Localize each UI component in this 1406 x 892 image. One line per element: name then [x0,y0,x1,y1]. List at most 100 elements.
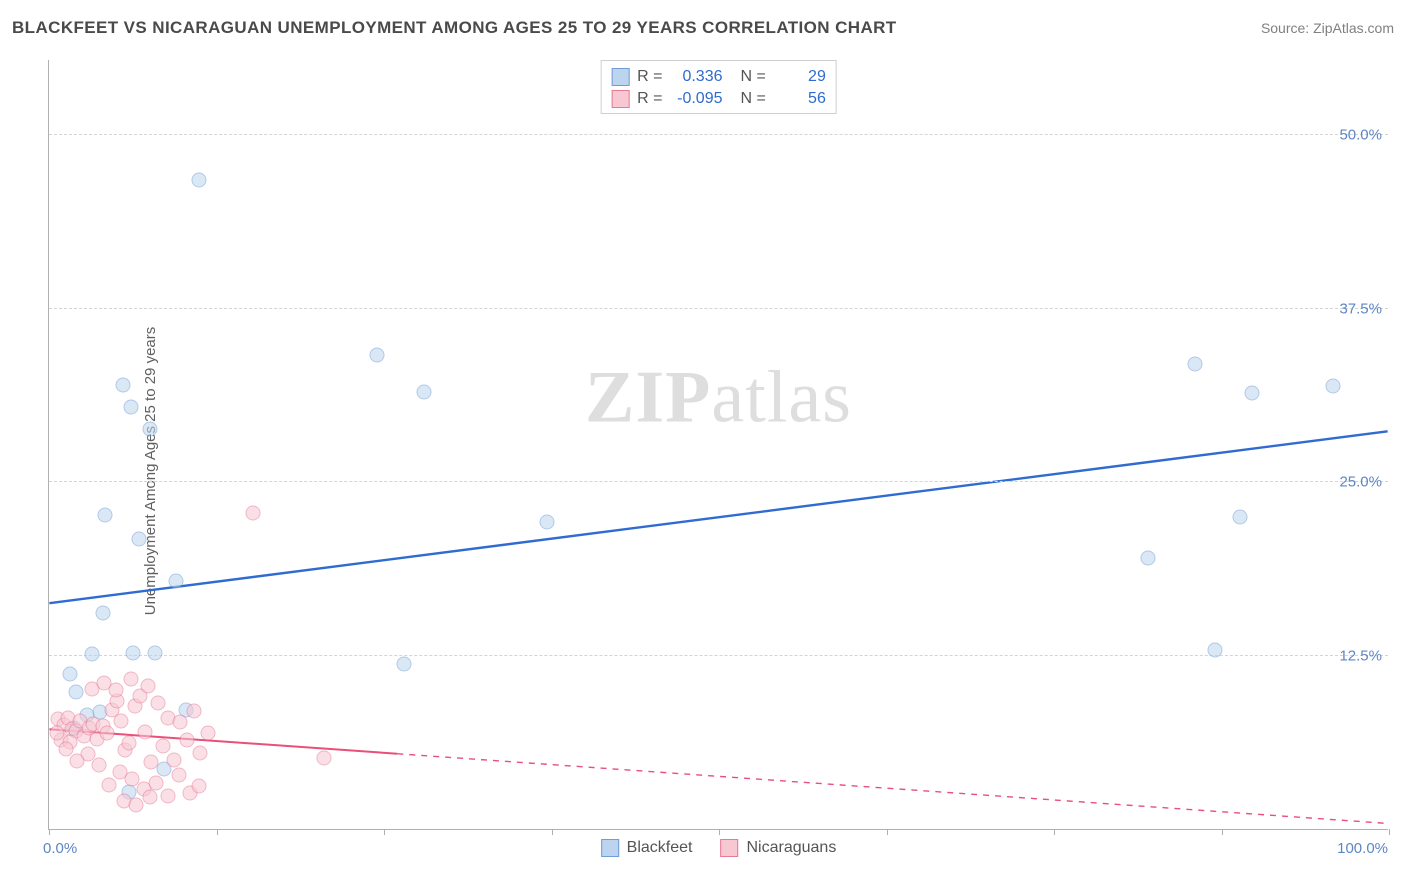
scatter-point [161,788,176,803]
y-gridline [49,134,1388,135]
scatter-point [173,715,188,730]
scatter-point [123,672,138,687]
scatter-point [149,776,164,791]
scatter-point [84,647,99,662]
scatter-point [142,422,157,437]
legend-n-value: 29 [774,66,826,88]
scatter-point [70,754,85,769]
scatter-point [115,378,130,393]
scatter-point [201,726,216,741]
title-bar: BLACKFEET VS NICARAGUAN UNEMPLOYMENT AMO… [12,18,1394,38]
x-axis-max-label: 100.0% [1337,840,1388,857]
chart-title: BLACKFEET VS NICARAGUAN UNEMPLOYMENT AMO… [12,18,897,38]
x-tick [1222,829,1223,835]
scatter-point [63,666,78,681]
x-tick [49,829,50,835]
y-tick-label: 25.0% [1339,474,1382,491]
y-tick-label: 12.5% [1339,647,1382,664]
x-tick [1389,829,1390,835]
scatter-point [1233,509,1248,524]
legend-swatch [601,839,619,857]
scatter-point [193,745,208,760]
scatter-point [1245,386,1260,401]
scatter-point [155,738,170,753]
legend-correlation-row: R = -0.095 N = 56 [611,88,826,110]
legend-r-label: R = [637,66,662,88]
legend-swatch [611,90,629,108]
scatter-point [114,713,129,728]
x-tick [1054,829,1055,835]
legend-swatch [611,68,629,86]
legend-r-value: 0.336 [671,66,723,88]
chart-wrap: Unemployment Among Ages 25 to 29 years Z… [0,50,1406,892]
scatter-point [1207,643,1222,658]
scatter-point [540,515,555,530]
scatter-point [147,645,162,660]
scatter-point [186,704,201,719]
scatter-point [370,347,385,362]
scatter-point [1187,357,1202,372]
legend-series-label: Nicaraguans [746,839,836,857]
scatter-point [143,755,158,770]
x-axis-min-label: 0.0% [43,840,77,857]
scatter-point [50,726,65,741]
legend-n-label: N = [741,88,766,110]
scatter-point [131,532,146,547]
scatter-point [138,724,153,739]
scatter-point [95,605,110,620]
scatter-point [98,508,113,523]
source-label: Source: ZipAtlas.com [1261,20,1394,36]
watermark: ZIPatlas [585,356,852,441]
trend-lines-svg [49,60,1388,829]
scatter-point [245,505,260,520]
legend-correlation-row: R = 0.336 N = 29 [611,66,826,88]
scatter-point [123,400,138,415]
scatter-point [192,779,207,794]
scatter-point [91,758,106,773]
legend-r-value: -0.095 [671,88,723,110]
x-tick [887,829,888,835]
y-gridline [49,308,1388,309]
y-tick-label: 50.0% [1339,127,1382,144]
y-gridline [49,481,1388,482]
x-tick [719,829,720,835]
legend-series-item: Blackfeet [601,839,693,857]
plot-area: ZIPatlas R =0.336N =29R =-0.095N =56 Bla… [48,60,1388,830]
legend-n-value: 56 [774,88,826,110]
scatter-point [126,645,141,660]
watermark-zip: ZIP [585,357,711,439]
legend-series-label: Blackfeet [627,839,693,857]
scatter-point [316,751,331,766]
scatter-point [180,733,195,748]
scatter-point [1325,379,1340,394]
scatter-point [150,695,165,710]
watermark-atlas: atlas [711,357,852,439]
scatter-point [109,683,124,698]
scatter-point [166,752,181,767]
y-gridline [49,655,1388,656]
scatter-point [417,384,432,399]
scatter-point [122,735,137,750]
legend-n-label: N = [741,66,766,88]
scatter-point [59,741,74,756]
x-tick [217,829,218,835]
legend-r-label: R = [637,88,662,110]
x-tick [384,829,385,835]
legend-correlation: R = 0.336 N = 29 R = -0.095 N = 56 [600,60,837,114]
scatter-point [99,726,114,741]
scatter-point [142,790,157,805]
scatter-point [68,684,83,699]
scatter-point [397,656,412,671]
scatter-point [1140,551,1155,566]
legend-series: Blackfeet Nicaraguans [601,839,837,857]
scatter-point [171,767,186,782]
legend-swatch [720,839,738,857]
trend-line-dashed [397,754,1387,824]
x-tick [552,829,553,835]
scatter-point [169,573,184,588]
scatter-point [192,172,207,187]
y-tick-label: 37.5% [1339,300,1382,317]
scatter-point [102,777,117,792]
scatter-point [129,798,144,813]
scatter-point [141,679,156,694]
